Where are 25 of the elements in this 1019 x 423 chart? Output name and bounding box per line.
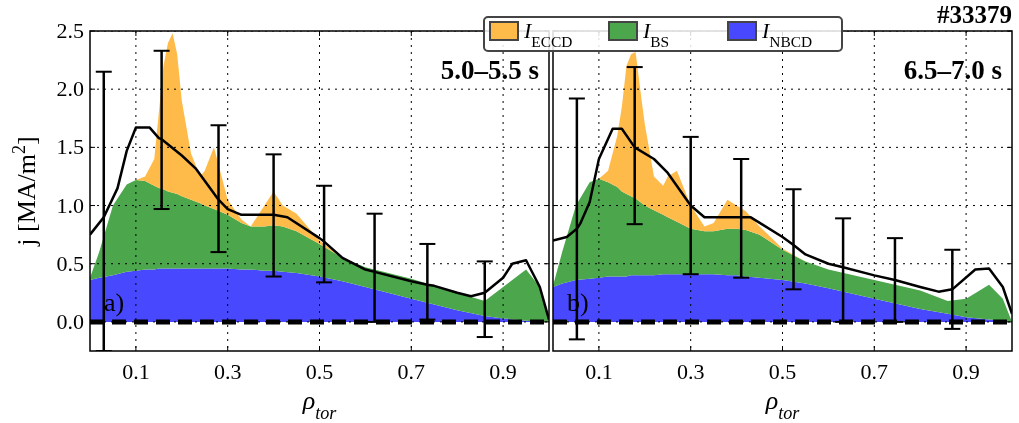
x-tick-label: 0.5: [768, 359, 797, 384]
legend-label: I$_{BS}$: [642, 18, 670, 50]
legend-label: I$_{NBCD}$: [761, 18, 813, 50]
x-tick-label: 0.1: [122, 359, 150, 384]
y-tick-label: 1.5: [56, 134, 84, 160]
y-tick-label: 2.0: [56, 76, 84, 102]
x-axis-title: ρ$_{tor}$: [764, 386, 801, 423]
annotation: 6.5–7.0 s: [903, 55, 1002, 85]
x-tick-label: 0.9: [489, 359, 517, 384]
x-tick-label: 0.1: [585, 359, 613, 384]
x-tick-label: 0.9: [952, 359, 980, 384]
x-tick-label: 0.3: [213, 359, 242, 384]
legend-label: I$_{ECCD}$: [523, 18, 573, 50]
x-axis-title: ρ$_{tor}$: [301, 386, 338, 423]
x-tick-label: 0.7: [860, 359, 889, 384]
y-tick-label: 0.0: [56, 308, 84, 334]
x-tick-label: 0.3: [676, 359, 705, 384]
x-tick-label: 0.5: [305, 359, 334, 384]
x-tick-label: 0.7: [397, 359, 426, 384]
y-tick-label: 2.5: [56, 18, 84, 43]
y-tick-label: 0.5: [56, 250, 84, 276]
annotation: a): [104, 288, 125, 317]
y-tick-label: 1.0: [56, 192, 84, 218]
annotation: 5.0–5.5 s: [440, 55, 539, 85]
text: #33379: [937, 1, 1012, 28]
